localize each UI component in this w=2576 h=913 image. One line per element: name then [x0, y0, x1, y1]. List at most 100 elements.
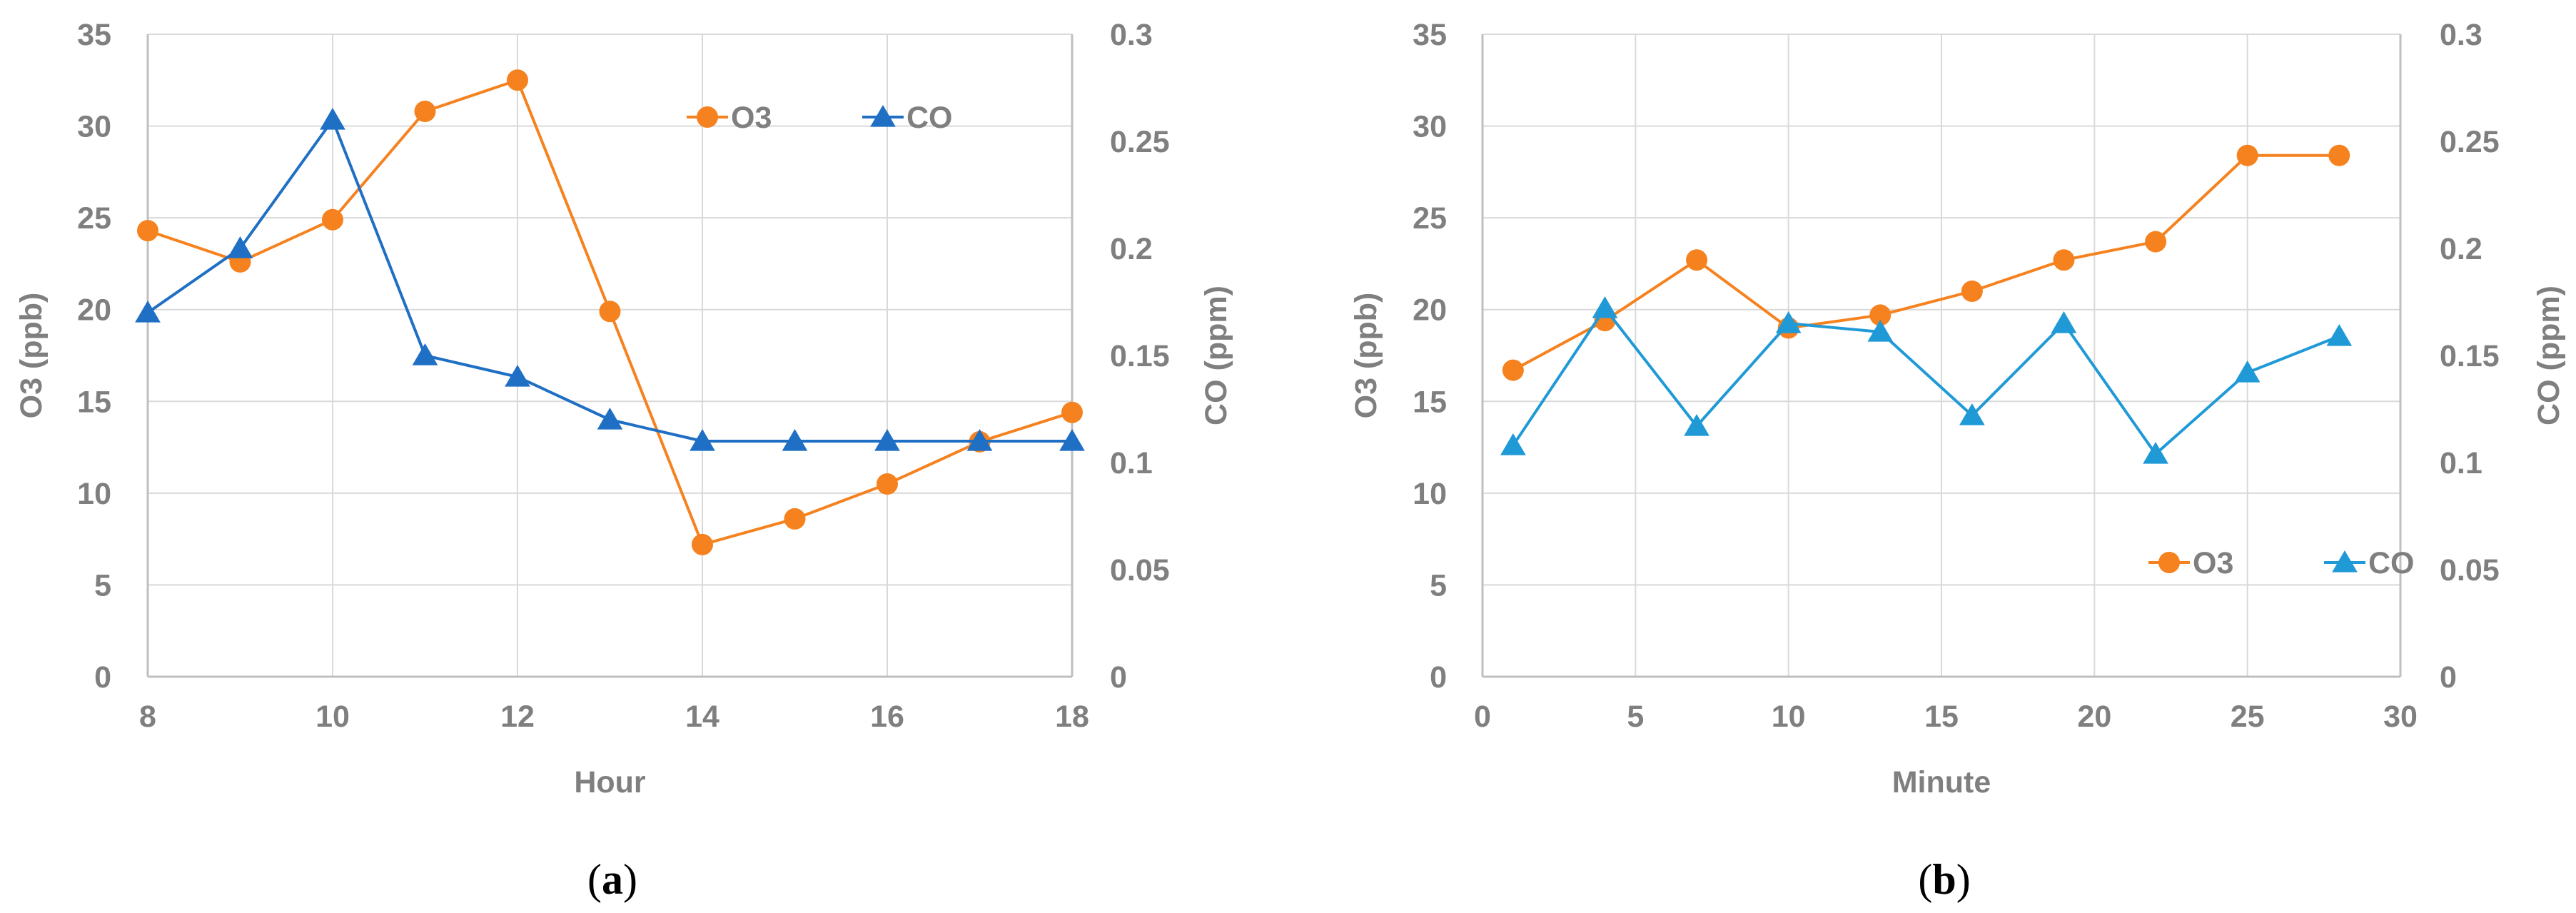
x-tick-label: 25	[2231, 700, 2265, 734]
data-point-o3	[784, 508, 806, 530]
y-tick-label: 30	[1413, 110, 1447, 144]
legend-item-co: CO	[2324, 546, 2415, 580]
data-point-o3	[877, 473, 898, 495]
y2-tick-label: 0.3	[1110, 18, 1153, 52]
data-point-co	[2234, 360, 2261, 383]
y-axis-title: O3 (ppb)	[1349, 293, 1383, 419]
legend-marker	[2158, 552, 2180, 573]
y-tick-label: 0	[94, 660, 111, 695]
data-point-co	[505, 365, 530, 387]
x-tick-label: 16	[870, 700, 904, 734]
data-point-o3	[599, 301, 621, 323]
data-point-co	[320, 108, 345, 130]
panel-b: 0 5 10 15 20 25 30 35 0 0.05 0.1 0.15 0.2 0.25 0.3 0 5 10…	[1349, 18, 2566, 903]
data-point-o3	[1869, 304, 1891, 326]
data-point-co	[1959, 403, 1985, 425]
y2-tick-label: 0.3	[2440, 18, 2482, 52]
panel-caption: (b)	[1918, 856, 1970, 903]
y-tick-label: 35	[77, 18, 111, 52]
data-point-o3	[2145, 231, 2167, 253]
x-tick-label: 15	[1924, 700, 1959, 734]
data-point-co	[2051, 311, 2077, 333]
data-point-co	[135, 301, 161, 323]
series-line-co	[1512, 307, 2340, 455]
data-point-o3	[1061, 401, 1083, 423]
data-point-o3	[1686, 249, 1708, 271]
legend-marker	[870, 105, 896, 127]
y-tick-label: 35	[1413, 18, 1447, 52]
x-tick-label: 8	[139, 700, 156, 734]
x-tick-label: 14	[685, 700, 719, 734]
y-tick-label: 10	[77, 477, 111, 511]
data-point-co	[2326, 324, 2353, 346]
y-tick-label: 20	[77, 293, 111, 328]
y2-tick-label: 0.1	[1110, 446, 1153, 480]
y2-tick-label: 0.25	[2440, 125, 2500, 159]
y2-tick-label: 0	[1110, 660, 1127, 695]
data-point-co	[1059, 429, 1085, 451]
y2-tick-label: 0.25	[1110, 125, 1170, 159]
x-tick-label: 30	[2383, 700, 2418, 734]
y2-axis-title: CO (ppm)	[2532, 286, 2566, 425]
data-point-co	[1684, 414, 1709, 436]
y-tick-label: 10	[1413, 477, 1447, 511]
data-point-co	[412, 343, 438, 365]
data-point-o3	[137, 220, 158, 242]
y-tick-label: 0	[1430, 660, 1447, 695]
x-tick-label: 5	[1627, 700, 1644, 734]
legend-label: O3	[731, 101, 772, 135]
y2-tick-label: 0.15	[2440, 339, 2500, 373]
y-tick-label: 15	[1413, 385, 1447, 419]
x-axis-title: Hour	[574, 765, 646, 799]
legend-marker	[697, 106, 718, 128]
x-tick-label: 10	[315, 700, 350, 734]
legend-marker	[2332, 550, 2358, 572]
panel-a: 0 5 10 15 20 25 30 35 0 0.05 0.1 0.15 0.2 0.25 0.3 8 10 1…	[14, 18, 1233, 903]
data-point-o3	[2236, 144, 2258, 166]
x-tick-label: 12	[500, 700, 535, 734]
legend-item-o3: O3	[2148, 546, 2233, 580]
y-tick-label: 5	[1430, 568, 1447, 602]
legend: O3 CO	[687, 101, 953, 135]
data-point-co	[966, 429, 993, 451]
legend: O3 CO	[2148, 546, 2415, 580]
legend-label: CO	[2368, 546, 2415, 580]
legend-item-o3: O3	[687, 101, 772, 135]
data-point-o3	[507, 69, 528, 91]
data-point-o3	[2328, 144, 2350, 166]
y2-axis-title: CO (ppm)	[1199, 286, 1233, 425]
x-axis-title: Minute	[1892, 765, 1991, 799]
y-tick-label: 20	[1413, 293, 1447, 328]
y2-tick-label: 0.05	[2440, 553, 2500, 587]
data-point-o3	[414, 101, 436, 122]
series-line-o3	[1512, 153, 2340, 372]
data-point-co	[1500, 433, 1526, 455]
x-tick-label: 18	[1055, 700, 1089, 734]
y2-tick-label: 0.15	[1110, 339, 1170, 373]
data-point-o3	[1961, 281, 1983, 302]
x-tick-label: 20	[2077, 700, 2111, 734]
data-point-co	[1775, 311, 1802, 333]
legend-label: CO	[906, 101, 953, 135]
y2-tick-label: 0.2	[1110, 232, 1153, 266]
panel-caption: (a)	[587, 856, 637, 903]
data-point-co	[1867, 320, 1894, 342]
x-tick-label: 10	[1772, 700, 1806, 734]
y2-tick-label: 0.1	[2440, 446, 2482, 480]
y-tick-label: 30	[77, 110, 111, 144]
data-point-o3	[1502, 359, 1524, 381]
data-point-co	[874, 429, 900, 451]
legend-label: O3	[2193, 546, 2233, 580]
data-point-co	[1592, 296, 1618, 318]
y-axis-title: O3 (ppb)	[14, 293, 49, 419]
data-point-o3	[322, 208, 343, 231]
data-point-co	[782, 429, 808, 451]
data-point-co	[690, 429, 715, 451]
series-line-co	[146, 118, 1072, 443]
data-point-co	[227, 236, 253, 258]
y-tick-label: 15	[77, 385, 111, 419]
data-point-co	[597, 408, 623, 430]
y2-tick-label: 0.2	[2440, 232, 2482, 266]
y-tick-label: 25	[77, 201, 111, 236]
